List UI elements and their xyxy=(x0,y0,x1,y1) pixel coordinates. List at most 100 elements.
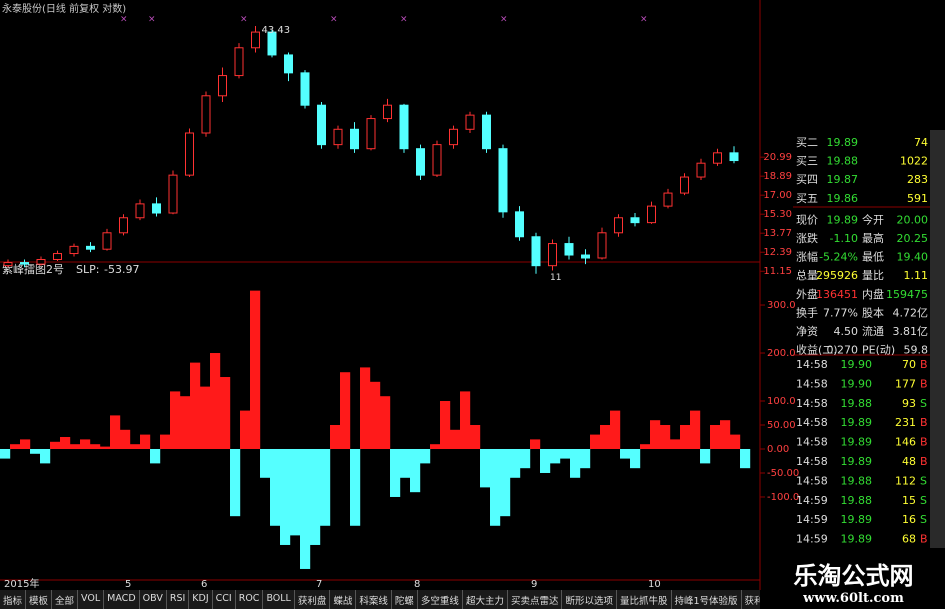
trade-side: S xyxy=(920,494,927,507)
indicator-bar xyxy=(590,434,601,449)
indicator-bar xyxy=(490,448,501,526)
indicator-bar xyxy=(290,448,301,536)
x-axis-label: 9 xyxy=(531,579,537,590)
quote-value: 1.11 xyxy=(904,269,929,282)
tab[interactable]: MACD xyxy=(104,590,140,609)
tab[interactable]: 持峰1号体验版 xyxy=(672,590,742,609)
indicator-bar xyxy=(120,429,131,449)
indicator-bar xyxy=(210,353,221,449)
quote-value: 19.40 xyxy=(897,251,929,264)
indicator-bar xyxy=(10,444,21,449)
tab[interactable]: OBV xyxy=(140,590,167,609)
candle-body xyxy=(647,205,656,224)
indicator-bar xyxy=(550,448,561,464)
candle-body xyxy=(564,243,574,256)
indicator-bar xyxy=(600,425,611,449)
indicator-bar xyxy=(500,448,511,517)
quote-value: 19.88 xyxy=(827,155,859,168)
indicator-bar xyxy=(60,436,71,449)
indicator-bar xyxy=(380,396,391,449)
y-tick-label: -100.0 xyxy=(767,492,799,503)
y-tick-label: 100.0 xyxy=(767,396,796,407)
tab[interactable]: BOLL xyxy=(263,590,295,609)
tab[interactable]: 陀螺 xyxy=(392,590,418,609)
quote-label: 内盘 xyxy=(862,287,884,301)
candle-body xyxy=(267,31,277,56)
candle-body xyxy=(317,104,326,146)
watermark: 乐淘公式网 www.60lt.com xyxy=(762,548,945,609)
indicator-bar xyxy=(560,448,571,459)
trade-volume: 93 xyxy=(902,397,916,410)
tab[interactable]: CCI xyxy=(213,590,236,609)
candle-body xyxy=(498,148,508,213)
tab-bar: 指标 模板 全部 VOL MACD OBV RSI KDJ CCI ROC BOLL 获利盘 蝶战 科案线… xyxy=(0,590,760,609)
tab[interactable]: 获利盘2 xyxy=(742,590,760,609)
candle-body xyxy=(383,104,392,120)
tab[interactable]: 指标 xyxy=(0,590,27,609)
quote-value: 1022 xyxy=(900,155,928,168)
quote-value: 74 xyxy=(914,136,928,149)
tab[interactable]: 蝶战 xyxy=(330,590,357,609)
quote-value: 295926 xyxy=(816,269,858,282)
tab[interactable]: 模板 xyxy=(26,590,53,609)
tab[interactable]: 超大主力 xyxy=(463,590,508,609)
trade-price: 19.88 xyxy=(841,494,873,507)
indicator-bar xyxy=(160,434,171,449)
trade-price: 19.90 xyxy=(841,377,873,390)
candle-body xyxy=(630,217,640,224)
indicator-bar xyxy=(390,448,401,497)
tab[interactable]: 全部 xyxy=(52,590,79,609)
candle-body xyxy=(548,243,557,267)
y-tick-label: 18.89 xyxy=(763,171,792,182)
candle-body xyxy=(20,262,29,265)
tab[interactable]: VOL xyxy=(78,590,105,609)
indicator-bar xyxy=(240,410,251,449)
candle-body xyxy=(680,176,689,194)
indicator-bar xyxy=(0,448,11,459)
indicator-bar xyxy=(420,448,431,464)
indicator-bar xyxy=(530,439,541,449)
quote-value: 136451 xyxy=(816,288,858,301)
indicator-bar xyxy=(570,448,581,478)
trade-volume: 231 xyxy=(895,416,916,429)
indicator-bar xyxy=(640,444,651,449)
quote-value: 19.86 xyxy=(827,192,859,205)
tab[interactable]: 多空重线 xyxy=(418,590,463,609)
tab[interactable]: KDJ xyxy=(189,590,213,609)
candle-body xyxy=(614,217,623,234)
trade-time: 14:59 xyxy=(796,494,828,507)
trade-side: S xyxy=(920,397,927,410)
candle-body xyxy=(251,31,260,49)
indicator-bar xyxy=(340,372,351,449)
indicator-bar xyxy=(220,377,231,449)
indicator-bar xyxy=(90,444,101,449)
candle-body xyxy=(713,152,722,164)
quote-label: 总量 xyxy=(796,268,818,282)
tab[interactable]: 断形以选项 xyxy=(562,590,617,609)
tab[interactable]: 量比抓牛股 xyxy=(617,590,672,609)
candle-body xyxy=(416,148,425,176)
indicator-name: 紫峰擂图2号 xyxy=(2,262,64,276)
indicator-bar xyxy=(170,391,181,449)
indicator-bar xyxy=(130,444,141,449)
indicator-bar xyxy=(620,448,631,459)
indicator-bar xyxy=(200,386,211,449)
indicator-bar xyxy=(250,290,261,449)
candle-body xyxy=(597,232,607,259)
tab[interactable]: 买卖点雷达 xyxy=(508,590,563,609)
tab[interactable]: 科案线 xyxy=(356,590,392,609)
candle-body xyxy=(696,162,706,178)
tab[interactable]: ROC xyxy=(236,590,264,609)
candle-body xyxy=(135,203,145,219)
tab[interactable]: RSI xyxy=(167,590,190,609)
indicator-bar xyxy=(110,415,121,449)
low-label: 11 xyxy=(550,273,561,283)
quote-label: 今开 xyxy=(862,212,884,226)
trade-side: B xyxy=(920,416,928,429)
tab[interactable]: 获利盘 xyxy=(295,590,331,609)
candle-body xyxy=(53,253,62,261)
candle-body xyxy=(465,114,475,130)
candle-body xyxy=(399,104,409,150)
indicator-bar xyxy=(180,396,191,449)
trade-volume: 70 xyxy=(902,358,916,371)
